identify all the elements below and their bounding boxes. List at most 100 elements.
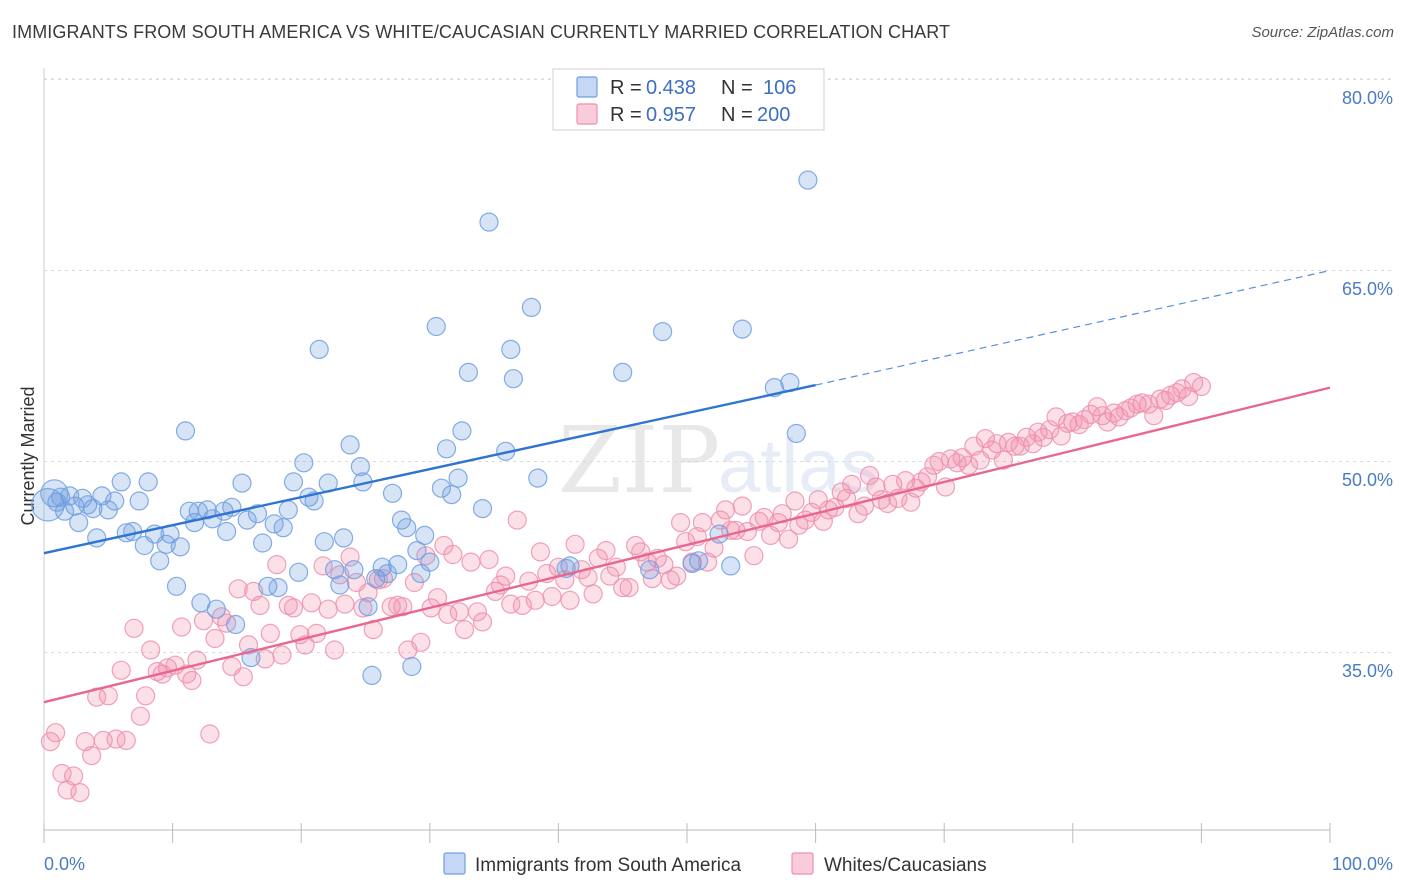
immigrants-point (330, 575, 350, 595)
whites-caucasians-point (1115, 401, 1136, 421)
whites-caucasians-point (381, 597, 401, 617)
immigrants-point (92, 486, 112, 506)
whites-caucasians-point (454, 619, 475, 640)
legend-n-label-pink: N = (721, 104, 753, 126)
immigrants-point (217, 521, 237, 542)
whites-caucasians-point (272, 645, 292, 665)
whites-caucasians-point (859, 465, 880, 486)
immigrants-point (358, 597, 378, 617)
immigrants-point (709, 524, 729, 544)
legend-swatch-pink (576, 103, 598, 125)
whites-caucasians-point (177, 664, 197, 684)
whites-caucasians-point (472, 612, 493, 632)
whites-caucasians-point (1167, 383, 1187, 403)
whites-caucasians-point (267, 554, 287, 575)
whites-caucasians-point (565, 534, 585, 554)
immigrants-point (232, 473, 252, 493)
series-legend: Immigrants from South America Whites/Cau… (443, 852, 987, 876)
whites-caucasians-point (172, 617, 192, 637)
immigrants-point (640, 560, 660, 580)
whites-caucasians-point (715, 500, 736, 520)
whites-caucasians-point (244, 581, 264, 602)
whites-caucasians-point (136, 686, 156, 706)
whites-caucasians-point (130, 706, 150, 726)
whites-caucasians-point (596, 540, 616, 561)
whites-caucasians-point (692, 512, 713, 533)
whites-caucasians-point (335, 594, 355, 614)
whites-caucasians-point (525, 590, 545, 610)
immigrants-point (150, 551, 170, 571)
whites-caucasians-point (808, 490, 828, 510)
immigrants-point (366, 568, 386, 589)
whites-caucasians-trend-line (43, 386, 1331, 704)
immigrants-point (273, 518, 293, 538)
whites-caucasians-point (283, 598, 304, 618)
whites-caucasians-point (449, 602, 469, 622)
immigrants-point (613, 362, 633, 382)
whites-caucasians-point (625, 535, 646, 556)
whites-caucasians-point (182, 670, 202, 691)
whites-caucasians-point (667, 566, 687, 586)
whites-caucasians-point (785, 491, 805, 511)
immigrants-point (442, 485, 462, 505)
immigrants-point (350, 457, 370, 477)
bottom-legend-swatch-pink (791, 852, 814, 875)
immigrants-point (420, 552, 440, 572)
whites-caucasians-point (710, 510, 731, 530)
immigrants-point (448, 468, 468, 488)
immigrants-point (431, 478, 451, 498)
immigrants-point (458, 362, 478, 382)
trend-lines (43, 269, 1331, 704)
immigrants-point (388, 554, 408, 575)
immigrants-point (402, 656, 422, 677)
y-tick-labels: 80.0% 65.0% 50.0% 35.0% (1342, 88, 1393, 681)
whites-caucasians-point (1172, 379, 1192, 399)
immigrants-point (78, 495, 98, 515)
immigrants-point (253, 533, 273, 553)
immigrants-point (344, 560, 364, 580)
whites-caucasians-point (789, 515, 809, 535)
y-tick-label-80: 80.0% (1342, 88, 1393, 108)
immigrants-point (397, 518, 417, 538)
whites-caucasians-point (1191, 376, 1212, 396)
immigrants-point (452, 421, 472, 441)
watermark: ZIP atlas (558, 407, 879, 514)
whites-caucasians-point (964, 436, 984, 456)
whites-caucasians-point (260, 623, 280, 644)
immigrants-point (372, 557, 392, 577)
whites-caucasians-point (233, 667, 253, 687)
whites-caucasians-point (228, 579, 248, 599)
immigrants-point (314, 532, 334, 552)
source-label: Source: ZipAtlas.com (1251, 24, 1394, 41)
whites-caucasians-point (1155, 390, 1176, 410)
whites-caucasians-point (507, 510, 527, 530)
immigrants-point (237, 510, 257, 530)
legend-r-value-blue: 0.438 (646, 77, 696, 99)
whites-caucasians-point (975, 429, 996, 449)
whites-caucasians-point (542, 586, 562, 607)
whites-caucasians-point (848, 504, 868, 524)
legend-swatch-blue (576, 76, 598, 98)
whites-caucasians-point (1023, 434, 1043, 454)
immigrants-point (258, 576, 278, 596)
immigrants-point (362, 665, 382, 686)
immigrants-point (652, 322, 673, 342)
whites-caucasians-point (443, 544, 463, 565)
immigrants-point (407, 540, 427, 561)
whites-caucasians-point (411, 632, 431, 652)
chart-title: IMMIGRANTS FROM SOUTH AMERICA VS WHITE/C… (12, 22, 951, 42)
whites-caucasians-point (732, 496, 752, 516)
correlation-legend: R = 0.438 N = 106 R = 0.957 N = 200 (552, 68, 825, 131)
bottom-legend-label-blue: Immigrants from South America (475, 855, 742, 876)
whites-caucasians-point (560, 590, 580, 610)
whites-caucasians-point (106, 729, 126, 749)
grid (44, 78, 1395, 653)
whites-caucasians-point (619, 577, 639, 598)
immigrants-point (166, 576, 187, 596)
whites-caucasians-point (205, 628, 225, 649)
legend-r-label-blue: R = (610, 77, 642, 99)
immigrants-point (721, 556, 741, 576)
immigrants-point (129, 491, 149, 511)
immigrants-point (283, 472, 304, 492)
immigrants-point (309, 339, 329, 359)
